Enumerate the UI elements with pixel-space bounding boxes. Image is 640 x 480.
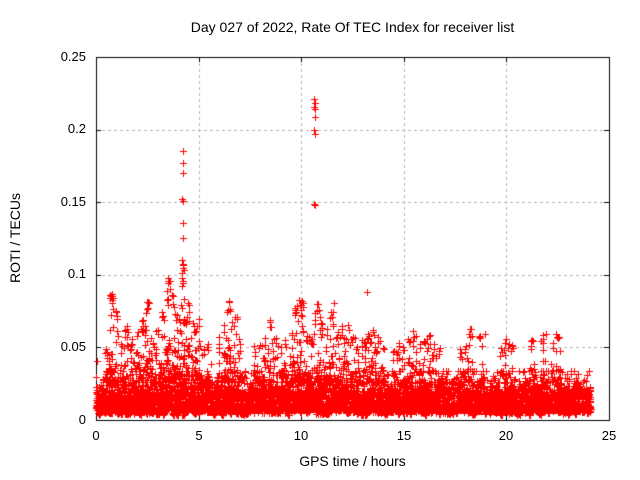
x-tick-label: 20	[498, 428, 514, 443]
y-tick-label: 0	[78, 412, 86, 427]
y-tick-label: 0.05	[60, 339, 86, 354]
y-tick-label: 0.25	[60, 49, 86, 64]
x-tick-label: 10	[293, 428, 309, 443]
y-tick-label: 0.1	[67, 266, 86, 281]
chart-title: Day 027 of 2022, Rate Of TEC Index for r…	[190, 19, 515, 35]
y-tick-label: 0.15	[60, 194, 86, 209]
x-tick-label: 0	[92, 428, 100, 443]
x-tick-label: 15	[396, 428, 412, 443]
x-axis-label: GPS time / hours	[299, 453, 406, 469]
x-tick-label: 5	[195, 428, 203, 443]
y-tick-label: 0.2	[67, 121, 86, 136]
x-tick-label: 25	[601, 428, 617, 443]
